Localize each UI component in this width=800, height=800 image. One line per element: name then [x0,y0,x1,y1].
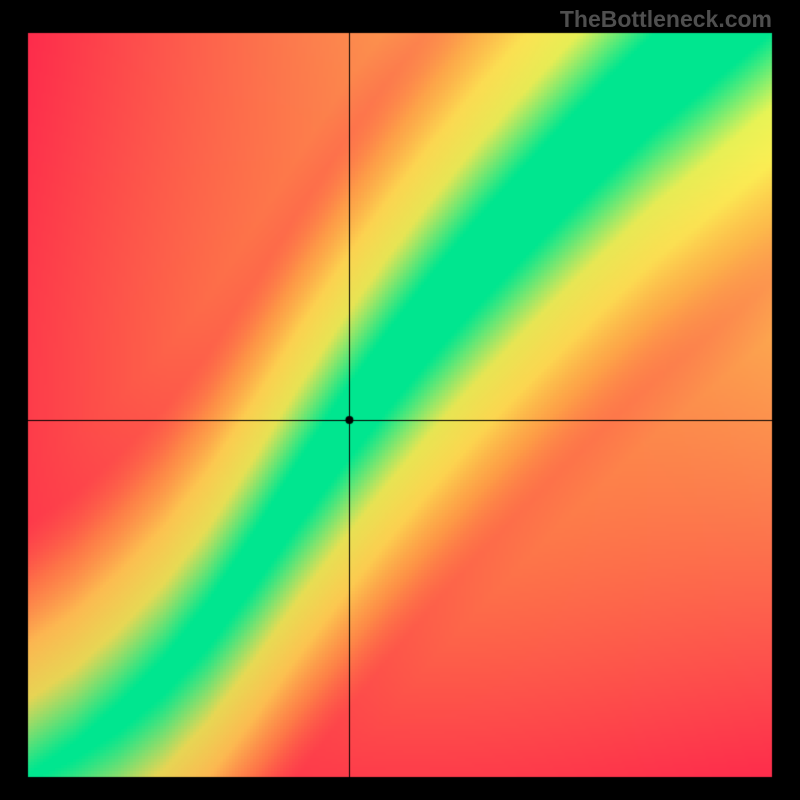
bottleneck-heatmap [0,0,800,800]
watermark-text: TheBottleneck.com [560,6,772,33]
